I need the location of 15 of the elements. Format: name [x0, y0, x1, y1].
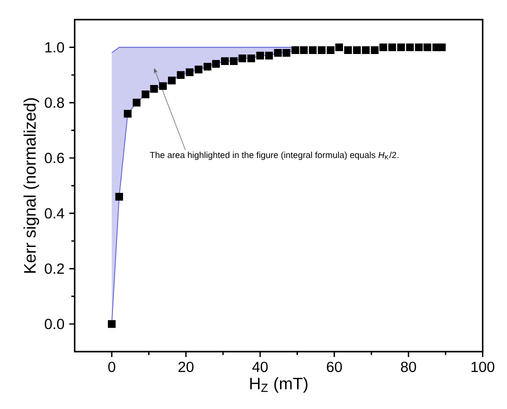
y-axis-title: Kerr signal (normalized) — [24, 98, 40, 273]
x-tick-label: 20 — [178, 362, 194, 372]
x-tick-label: 80 — [400, 362, 416, 372]
y-tick-label: 0.8 — [44, 97, 64, 108]
x-tick-label: 40 — [252, 362, 268, 372]
y-tick-label: 0.0 — [44, 318, 64, 330]
annotation: The area highlighted in the figure (integral formula) equals H$_{K}$/2. — [150, 152, 398, 160]
x-tick-label: 60 — [326, 362, 342, 372]
x-tick-label: 100 — [472, 362, 494, 372]
y-tick-label: 0.6 — [44, 152, 64, 164]
y-tick-label: 1.0 — [45, 42, 64, 53]
y-tick-label: 0.4 — [44, 208, 64, 219]
y-tick-label: 0.2 — [44, 263, 64, 274]
x-tick-label: 0 — [108, 362, 116, 372]
x-axis-title: H$_{Z}$ (mT) — [250, 377, 308, 393]
